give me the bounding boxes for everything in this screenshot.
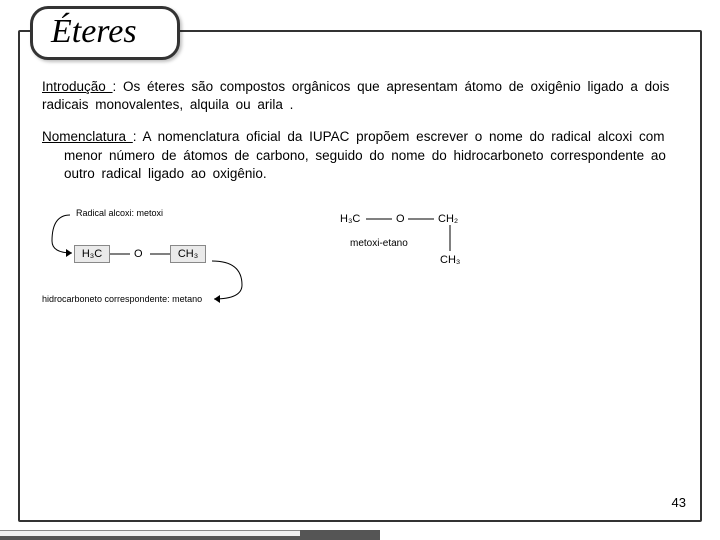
r-ch3: CH₃ xyxy=(440,253,460,268)
title-badge: Éteres xyxy=(30,6,180,60)
r-h3c: H₃C xyxy=(340,212,360,227)
footer-decoration xyxy=(0,522,720,540)
chem-box-ch3: CH₃ xyxy=(170,245,206,263)
r-o: O xyxy=(396,212,405,227)
nomenclature-paragraph: Nomenclatura : A nomenclatura oficial da… xyxy=(42,128,678,183)
page-title: Éteres xyxy=(51,13,137,50)
alcoxi-label: Radical alcoxi: metoxi xyxy=(76,207,163,219)
metoxi-etano-label: metoxi-etano xyxy=(350,237,408,251)
diagram-right: H₃C O CH₂ metoxi-etano CH₃ xyxy=(332,207,512,297)
nomen-body: : A nomenclatura oficial da IUPAC propõe… xyxy=(64,129,666,180)
nomen-label: Nomenclatura xyxy=(42,129,133,144)
intro-body: : Os éteres são compostos orgânicos que … xyxy=(42,79,669,112)
content-area: Introdução : Os éteres são compostos org… xyxy=(42,78,678,321)
page-number: 43 xyxy=(672,495,686,510)
diagram-row: Radical alcoxi: metoxi H₃C O CH₃ hidroca… xyxy=(42,201,678,321)
chem-o: O xyxy=(134,247,143,262)
diagram-left: Radical alcoxi: metoxi H₃C O CH₃ hidroca… xyxy=(42,201,272,321)
hydrocarbon-label: hidrocarboneto correspondente: metano xyxy=(42,293,202,305)
intro-label: Introdução xyxy=(42,79,113,94)
intro-paragraph: Introdução : Os éteres são compostos org… xyxy=(42,78,678,114)
r-ch2: CH₂ xyxy=(438,212,458,227)
footer-bar-light xyxy=(0,530,300,536)
chem-box-h3c: H₃C xyxy=(74,245,110,263)
